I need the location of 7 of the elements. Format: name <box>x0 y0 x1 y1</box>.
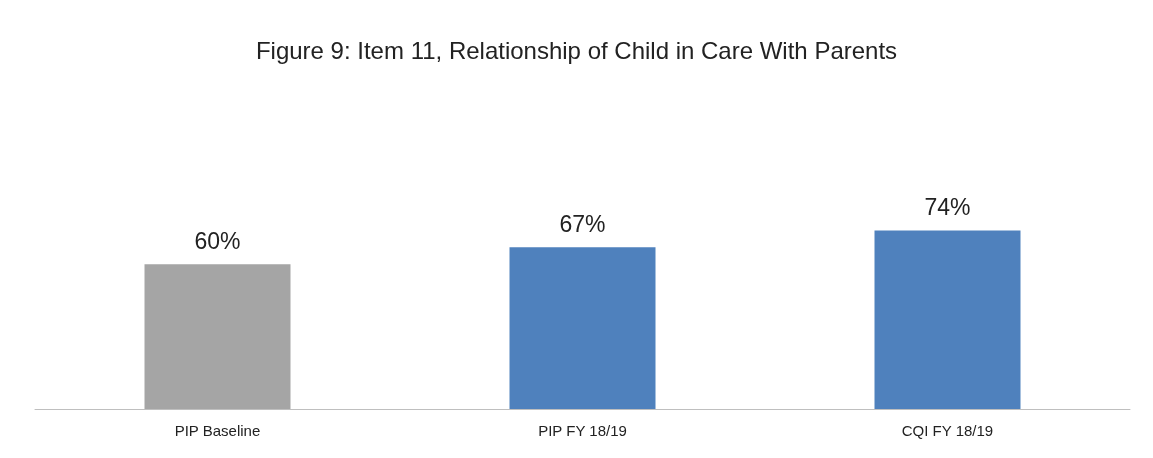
x-tick-label: PIP FY 18/19 <box>538 422 627 439</box>
x-tick-label: PIP Baseline <box>174 422 261 439</box>
chart-title: Figure 9: Item 11, Relationship of Child in Care With Parents <box>255 36 898 64</box>
data-label: 74% <box>924 193 971 220</box>
data-label: 60% <box>194 227 241 254</box>
x-tick-label: CQI FY 18/19 <box>901 422 994 439</box>
data-label: 67% <box>559 210 606 237</box>
